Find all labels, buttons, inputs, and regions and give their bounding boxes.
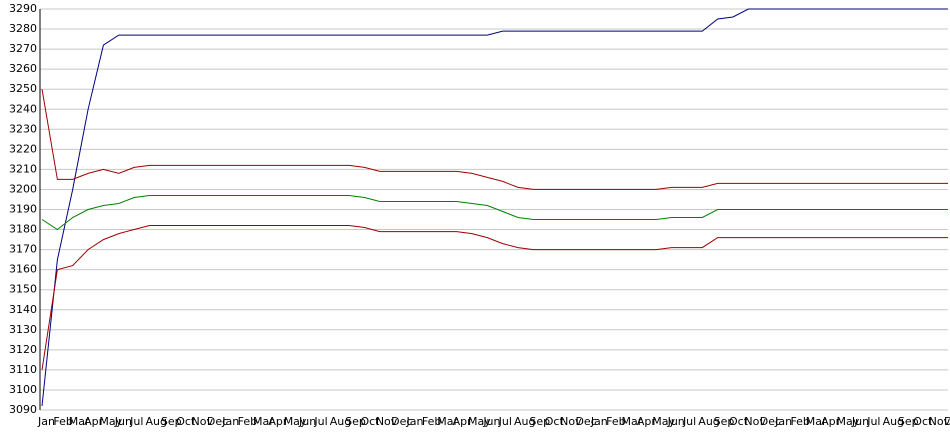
x-tick-label: Oct [729, 415, 749, 428]
x-tick-label: Jan [590, 415, 608, 428]
x-tick-label: May [99, 415, 122, 428]
x-tick-label: Jun [667, 415, 685, 428]
y-tick-label: 3260 [9, 62, 37, 75]
x-tick-label: Aug [330, 415, 351, 428]
x-tick-label: May [468, 415, 491, 428]
y-tick-label: 3140 [9, 303, 37, 316]
y-tick-label: 3230 [9, 122, 37, 135]
x-tick-label: Nov [192, 415, 214, 428]
x-tick-label: Mar [69, 415, 90, 428]
y-tick-label: 3100 [9, 383, 37, 396]
x-tick-label: Jan [406, 415, 424, 428]
y-tick-label: 3150 [9, 283, 37, 296]
y-tick-label: 3110 [9, 363, 37, 376]
x-tick-label: Jan [37, 415, 55, 428]
x-tick-label: Dec [575, 415, 596, 428]
x-tick-label: Apr [84, 415, 104, 428]
x-tick-label: Sep [529, 415, 550, 428]
x-tick-label: Jan [774, 415, 792, 428]
series-line [41, 225, 948, 370]
x-tick-label: Feb [790, 415, 809, 428]
x-tick-label: Dec [207, 415, 228, 428]
x-tick-label: Feb [606, 415, 625, 428]
x-tick-label: Dec [391, 415, 412, 428]
x-tick-label: Oct [913, 415, 933, 428]
x-tick-label: Mar [622, 415, 643, 428]
x-tick-label: Apr [453, 415, 473, 428]
x-tick-label: Dec [944, 415, 950, 428]
x-tick-label: Sep [161, 415, 182, 428]
x-tick-label: Apr [637, 415, 657, 428]
y-tick-label: 3250 [9, 82, 37, 95]
y-tick-label: 3220 [9, 142, 37, 155]
y-tick-label: 3160 [9, 263, 37, 276]
series-line [41, 89, 948, 190]
y-tick-label: 3170 [9, 243, 37, 256]
y-tick-label: 3280 [9, 22, 37, 35]
x-tick-label: Apr [268, 415, 288, 428]
x-tick-label: Sep [714, 415, 735, 428]
x-tick-label: Jul [682, 415, 696, 428]
x-tick-label: May [652, 415, 675, 428]
x-tick-label: Apr [821, 415, 841, 428]
series-line [41, 8, 948, 407]
y-tick-label: 3270 [9, 42, 37, 55]
x-tick-label: Feb [238, 415, 257, 428]
y-tick-label: 3180 [9, 223, 37, 236]
x-tick-label: Oct [545, 415, 565, 428]
y-tick-label: 3190 [9, 203, 37, 216]
x-tick-label: Jul [498, 415, 512, 428]
x-tick-label: Jul [313, 415, 327, 428]
x-tick-label: Dec [760, 415, 781, 428]
y-tick-label: 3090 [9, 403, 37, 416]
x-tick-label: Oct [176, 415, 196, 428]
x-tick-label: Aug [514, 415, 535, 428]
x-tick-label: May [837, 415, 860, 428]
x-tick-label: Jul [866, 415, 880, 428]
x-tick-label: Nov [929, 415, 950, 428]
x-tick-label: Jan [221, 415, 239, 428]
x-tick-label: Mar [253, 415, 274, 428]
x-tick-label: Jul [129, 415, 143, 428]
y-tick-label: 3120 [9, 343, 37, 356]
x-tick-label: Aug [698, 415, 719, 428]
x-tick-label: Nov [560, 415, 582, 428]
x-tick-label: Sep [898, 415, 919, 428]
x-tick-label: Sep [345, 415, 366, 428]
x-tick-label: Nov [376, 415, 398, 428]
x-tick-label: Nov [744, 415, 766, 428]
x-tick-label: Mar [437, 415, 458, 428]
x-tick-label: Oct [360, 415, 380, 428]
y-tick-label: 3290 [9, 2, 37, 15]
x-tick-label: Feb [53, 415, 72, 428]
x-tick-label: May [284, 415, 307, 428]
y-tick-label: 3240 [9, 102, 37, 115]
x-tick-label: Jun [114, 415, 132, 428]
y-tick-label: 3210 [9, 162, 37, 175]
x-tick-label: Mar [806, 415, 827, 428]
x-tick-label: Jun [851, 415, 869, 428]
y-tick-label: 3200 [9, 182, 37, 195]
x-tick-label: Feb [422, 415, 441, 428]
y-tick-label: 3130 [9, 323, 37, 336]
x-tick-label: Aug [145, 415, 166, 428]
x-tick-label: Jun [298, 415, 316, 428]
x-tick-label: Jun [482, 415, 500, 428]
series-line [41, 195, 948, 231]
x-tick-label: Aug [883, 415, 904, 428]
